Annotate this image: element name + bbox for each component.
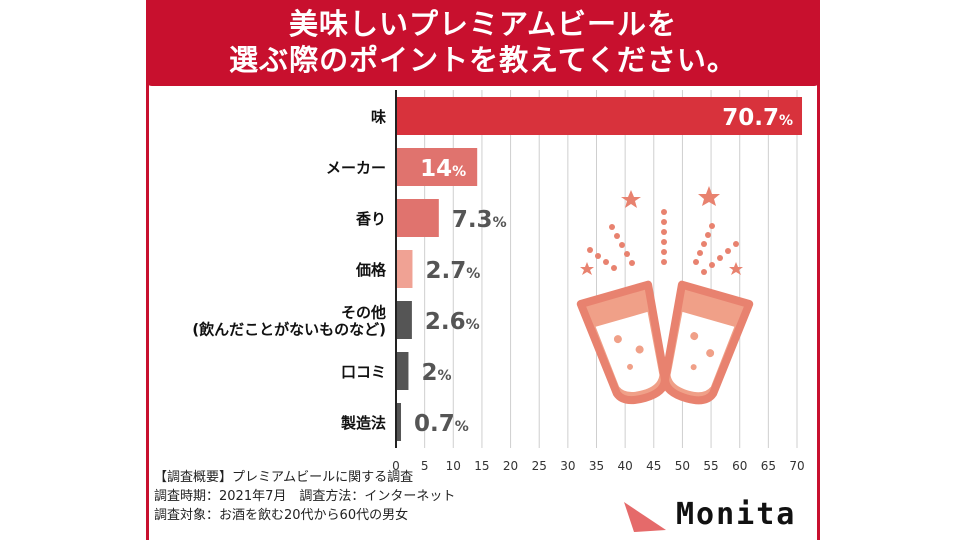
chart-title-line-2: 選ぶ際のポイントを教えてください。 [229,43,737,77]
x-tick-label: 35 [589,459,604,473]
category-label: メーカー [326,159,386,177]
category-label: 製造法 [340,414,386,432]
value-label: 70.7% [722,105,793,131]
monita-triangle-icon [624,502,666,532]
value-label: 2.6% [425,309,480,335]
x-tick-label: 55 [703,459,718,473]
chart-title: 美味しいプレミアムビールを 選ぶ際のポイントを教えてください。 [146,6,820,78]
x-tick-label: 5 [421,459,429,473]
brand-name: Monita [676,497,797,532]
bar [397,301,412,339]
x-tick-label: 60 [732,459,747,473]
value-label: 7.3% [452,207,507,233]
category-label: 価格 [355,261,387,279]
x-tick-label: 65 [761,459,776,473]
x-tick-label: 10 [446,459,461,473]
value-label: 2.7% [425,258,480,284]
x-tick-label: 70 [789,459,804,473]
x-tick-label: 25 [532,459,547,473]
brand-logo: Monita [622,494,814,536]
category-label: その他 [341,304,386,322]
x-tick-label: 50 [675,459,690,473]
bar [397,352,409,390]
value-label: 2% [421,360,451,386]
chart-card [146,0,820,540]
x-tick-label: 15 [474,459,489,473]
bar [397,148,478,186]
bar [397,199,439,237]
beer-toast-icon [576,186,754,405]
x-tick-label: 45 [646,459,661,473]
survey-note-overview: 【調査概要】プレミアムビールに関する調査 [154,470,414,485]
survey-note-target: 調査対象：お酒を飲む20代から60代の男女 [154,508,409,523]
x-tick-label: 0 [392,459,400,473]
category-label: 香り [356,210,386,228]
survey-note-period: 調査時期：2021年7月 調査方法：インターネット [154,489,456,504]
x-tick-label: 30 [560,459,575,473]
bar [397,97,803,135]
x-tick-label: 20 [503,459,518,473]
category-label: (飲んだことがないものなど) [192,321,386,339]
chart-title-line-1: 美味しいプレミアムビールを [289,7,677,41]
category-label: 味 [371,108,386,126]
survey-notes: 【調査概要】プレミアムビールに関する調査 調査時期：2021年7月 調査方法：イ… [154,468,455,525]
category-label: 口コミ [341,363,386,381]
value-label: 0.7% [414,411,469,437]
bar [397,403,402,441]
value-label: 14% [420,156,466,182]
x-tick-label: 40 [618,459,633,473]
title-banner [146,0,820,86]
bar [397,250,413,288]
